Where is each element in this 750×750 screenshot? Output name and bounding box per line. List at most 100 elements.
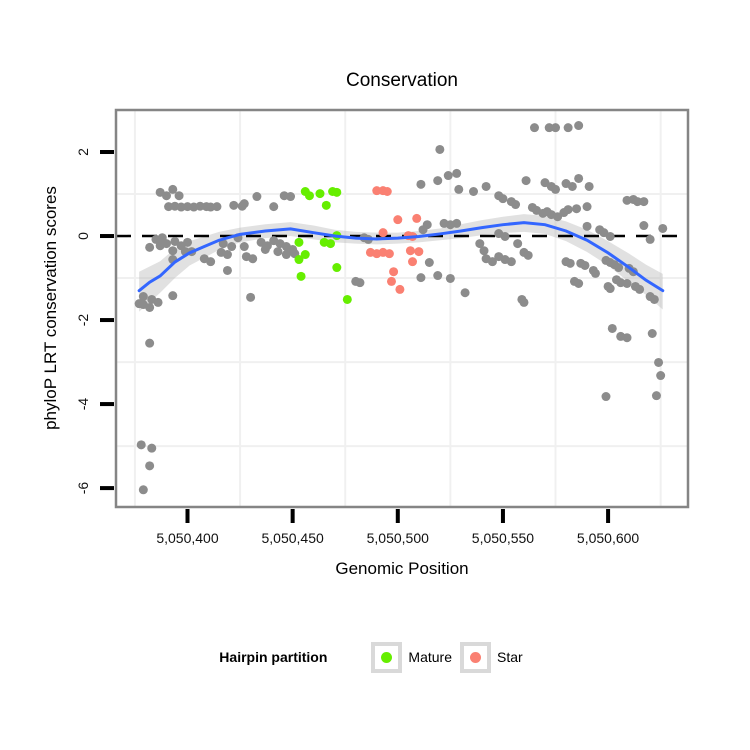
x-tick-label: 5,050,550 bbox=[471, 530, 535, 546]
data-point-star bbox=[382, 187, 392, 197]
data-point-unpartitioned bbox=[452, 218, 462, 228]
data-point-unpartitioned bbox=[212, 202, 222, 212]
data-point-mature bbox=[326, 239, 335, 249]
data-point-unpartitioned bbox=[469, 187, 478, 197]
data-point-unpartitioned bbox=[654, 357, 664, 367]
panel-border bbox=[114, 108, 690, 509]
data-point-unpartitioned bbox=[639, 221, 649, 231]
data-point-unpartitioned bbox=[355, 278, 365, 288]
data-point-unpartitioned bbox=[222, 265, 232, 275]
data-point-unpartitioned bbox=[563, 205, 573, 215]
data-point-unpartitioned bbox=[635, 284, 645, 294]
data-point-unpartitioned bbox=[523, 250, 533, 260]
data-point-unpartitioned bbox=[218, 239, 228, 249]
x-axis-tick bbox=[395, 509, 400, 523]
data-point-unpartitioned bbox=[138, 292, 148, 302]
legend-item-mature: Mature bbox=[371, 641, 452, 673]
data-point-unpartitioned bbox=[519, 297, 529, 307]
data-point-mature bbox=[321, 200, 331, 210]
plot-title: Conservation bbox=[346, 70, 458, 91]
data-point-unpartitioned bbox=[551, 123, 561, 133]
legend-items: Mature Star bbox=[371, 641, 530, 673]
data-point-unpartitioned bbox=[145, 302, 155, 312]
y-axis-tick bbox=[100, 150, 114, 155]
data-point-unpartitioned bbox=[584, 181, 594, 191]
data-point-unpartitioned bbox=[544, 123, 554, 133]
data-point-star bbox=[395, 284, 405, 294]
data-point-unpartitioned bbox=[445, 273, 455, 283]
x-axis-tick bbox=[185, 509, 190, 523]
data-point-mature bbox=[315, 189, 325, 199]
legend-key-box bbox=[460, 641, 491, 673]
data-point-unpartitioned bbox=[498, 194, 508, 204]
legend-title: Hairpin partition bbox=[219, 649, 328, 665]
data-point-mature bbox=[294, 255, 304, 265]
data-point-unpartitioned bbox=[529, 123, 539, 133]
data-point-unpartitioned bbox=[475, 239, 485, 249]
data-point-unpartitioned bbox=[521, 176, 531, 186]
x-tick-label: 5,050,450 bbox=[261, 530, 324, 546]
data-point-unpartitioned bbox=[269, 202, 279, 212]
y-axis-tick bbox=[100, 318, 114, 323]
legend: Hairpin partition Mature Star bbox=[0, 640, 750, 674]
data-point-unpartitioned bbox=[622, 279, 632, 289]
data-point-mature bbox=[300, 250, 310, 260]
data-point-unpartitioned bbox=[174, 191, 184, 201]
data-point-unpartitioned bbox=[553, 212, 563, 222]
data-point-unpartitioned bbox=[479, 246, 489, 256]
legend-key-box bbox=[371, 641, 403, 673]
legend-point-swatch bbox=[470, 651, 481, 663]
legend-item-label: Mature bbox=[408, 649, 452, 665]
data-point-unpartitioned bbox=[481, 181, 491, 191]
data-point-unpartitioned bbox=[574, 121, 584, 131]
y-tick-label: 0 bbox=[75, 232, 91, 240]
x-tick-label: 5,050,600 bbox=[576, 530, 640, 546]
data-point-unpartitioned bbox=[452, 168, 462, 178]
data-point-unpartitioned bbox=[567, 181, 577, 191]
data-point-unpartitioned bbox=[645, 234, 655, 244]
data-point-unpartitioned bbox=[614, 263, 624, 273]
y-tick-label: -4 bbox=[75, 397, 91, 411]
data-point-unpartitioned bbox=[656, 371, 666, 381]
data-point-unpartitioned bbox=[229, 200, 239, 210]
data-point-unpartitioned bbox=[145, 461, 155, 471]
data-point-mature bbox=[296, 271, 306, 281]
y-axis-tick bbox=[100, 234, 114, 239]
data-point-unpartitioned bbox=[460, 288, 470, 298]
panel bbox=[116, 110, 688, 507]
data-point-unpartitioned bbox=[582, 221, 592, 231]
data-point-unpartitioned bbox=[563, 123, 573, 133]
data-point-unpartitioned bbox=[286, 192, 296, 202]
data-point-unpartitioned bbox=[136, 440, 146, 450]
data-point-unpartitioned bbox=[454, 184, 464, 194]
data-point-unpartitioned bbox=[161, 191, 171, 201]
y-tick-label: -2 bbox=[75, 313, 91, 327]
data-point-unpartitioned bbox=[605, 284, 615, 294]
data-point-star bbox=[405, 246, 415, 256]
data-point-star bbox=[378, 228, 388, 238]
confidence-band bbox=[139, 214, 663, 312]
data-point-unpartitioned bbox=[433, 271, 443, 281]
data-point-unpartitioned bbox=[147, 443, 157, 453]
data-point-star bbox=[408, 257, 418, 267]
y-tick-label: -6 bbox=[75, 481, 91, 495]
x-tick-label: 5,050,500 bbox=[366, 530, 429, 546]
legend-point-swatch bbox=[381, 651, 393, 663]
data-point-unpartitioned bbox=[607, 323, 617, 333]
x-axis-tick bbox=[606, 509, 611, 523]
data-point-unpartitioned bbox=[260, 244, 270, 254]
data-point-unpartitioned bbox=[443, 171, 453, 181]
data-point-unpartitioned bbox=[416, 273, 426, 283]
data-point-unpartitioned bbox=[273, 247, 283, 257]
data-point-unpartitioned bbox=[145, 338, 155, 348]
legend-item-star: Star bbox=[460, 641, 523, 673]
data-point-unpartitioned bbox=[239, 242, 249, 252]
smooth-line bbox=[137, 221, 665, 293]
data-point-unpartitioned bbox=[622, 333, 632, 343]
data-point-unpartitioned bbox=[487, 257, 497, 267]
data-point-star bbox=[372, 186, 382, 196]
data-point-unpartitioned bbox=[206, 257, 216, 267]
legend-item-label: Star bbox=[497, 649, 523, 665]
data-point-unpartitioned bbox=[633, 197, 643, 207]
